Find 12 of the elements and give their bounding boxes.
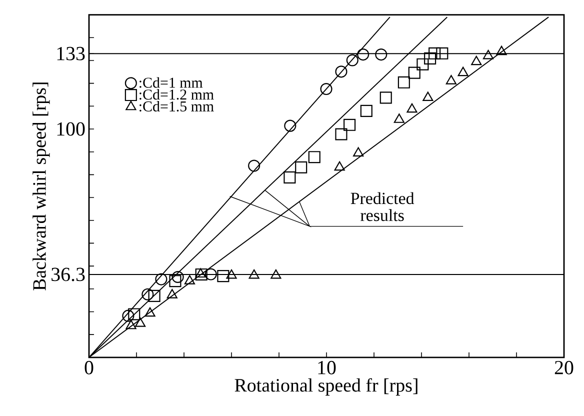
x-axis-title: Rotational speed fr [rps]	[234, 378, 418, 396]
y-axis-title: Backward whirl speed [rps]	[32, 82, 50, 290]
y-tick-label: 133	[57, 46, 85, 60]
legend-label: :Cd=1 mm	[140, 77, 203, 88]
x-tick-label: 0	[84, 360, 94, 374]
legend-label: :Cd=1.5 mm	[140, 100, 214, 112]
x-tick-label: 20	[554, 360, 574, 374]
legend-label: :Cd=1.2 mm	[140, 89, 214, 100]
y-tick-label: 100	[57, 122, 85, 136]
x-tick-label: 10	[318, 360, 336, 374]
annotation: Predicted results	[350, 192, 414, 222]
y-tick-label: 36.3	[52, 268, 85, 282]
